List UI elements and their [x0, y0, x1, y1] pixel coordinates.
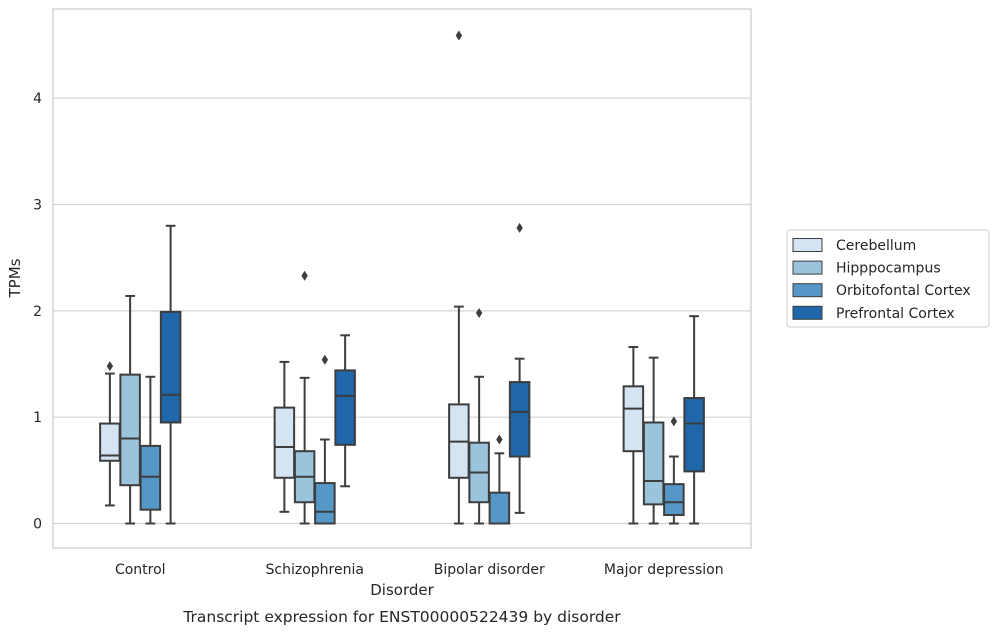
legend-swatch [792, 260, 823, 275]
y-tick-label-3: 3 [33, 198, 42, 214]
box-body [508, 381, 531, 458]
legend-item-3: Orbitofontal Cortex [792, 283, 971, 299]
outlier-point-1 [496, 434, 503, 445]
x-tick-label-1: Control [115, 562, 166, 578]
y-tick-label-0: 0 [33, 517, 42, 533]
box-body [273, 406, 296, 479]
box-2-2 [293, 270, 316, 525]
plot-area-frame [52, 8, 752, 549]
outlier-point-1 [516, 222, 523, 233]
outlier-point-1 [301, 270, 308, 281]
box-2-4 [334, 334, 356, 488]
legend: Cerebellum Hipppocampus Orbitofontal Corte… [786, 229, 990, 328]
y-tick-label-2: 2 [33, 304, 42, 320]
legend-frame [786, 229, 990, 328]
box-2-3 [314, 354, 336, 525]
box-1-3 [139, 375, 162, 525]
x-axis-label: Disorder [370, 581, 434, 599]
legend-swatch [792, 238, 823, 252]
chart-caption: Transcript expression for ENST0000052243… [182, 608, 621, 626]
legend-label: Prefrontal Cortex [836, 306, 955, 322]
box-4-1 [622, 346, 645, 525]
box-4-4 [683, 315, 705, 525]
y-tick-label-1: 1 [33, 410, 42, 426]
box-2-1 [273, 360, 296, 513]
legend-item-1: Cerebellum [792, 238, 916, 254]
box-1-4 [159, 224, 182, 525]
legend-swatch [792, 305, 823, 320]
box-body [119, 373, 141, 487]
outlier-point-1 [321, 354, 329, 365]
box-1-2 [119, 294, 141, 525]
x-tick-label-3: Bipolar disorder [434, 562, 545, 578]
box-3-2 [468, 307, 490, 525]
box-body [488, 491, 511, 525]
box-3-3 [488, 434, 511, 525]
box-1-1 [99, 361, 121, 507]
legend-item-2: Hipppocampus [792, 260, 941, 277]
legend-label: Cerebellum [836, 238, 916, 254]
x-axis-tick-labels: Control Schizophrenia Bipolar disorder Majo… [115, 562, 724, 578]
box-body [683, 397, 705, 473]
box-body [334, 369, 356, 446]
outlier-point-1 [670, 416, 678, 427]
legend-swatch [792, 283, 823, 298]
y-tick-label-4: 4 [33, 91, 42, 107]
box-4-2 [642, 356, 665, 525]
outlier-point-1 [106, 361, 114, 372]
x-tick-label-4: Major depression [604, 562, 724, 578]
box-body [642, 421, 665, 506]
box-body [314, 482, 336, 525]
legend-label: Orbitofontal Cortex [836, 283, 971, 299]
outlier-point-1 [455, 30, 463, 41]
box-body [139, 444, 162, 511]
box-body [622, 385, 645, 453]
legend-label: Hipppocampus [836, 261, 941, 277]
outlier-point-1 [475, 307, 483, 318]
box-4-3 [663, 416, 685, 525]
legend-item-4: Prefrontal Cortex [792, 305, 955, 322]
box-3-4 [508, 222, 531, 514]
box-3-1 [448, 30, 470, 525]
box-plot-boxes [99, 30, 705, 525]
box-body [159, 310, 182, 424]
y-axis-tick-labels: 0 1 2 3 4 [33, 91, 42, 532]
box-body [663, 483, 685, 516]
y-axis-label: TPMs [6, 258, 24, 298]
x-tick-label-2: Schizophrenia [266, 562, 364, 578]
